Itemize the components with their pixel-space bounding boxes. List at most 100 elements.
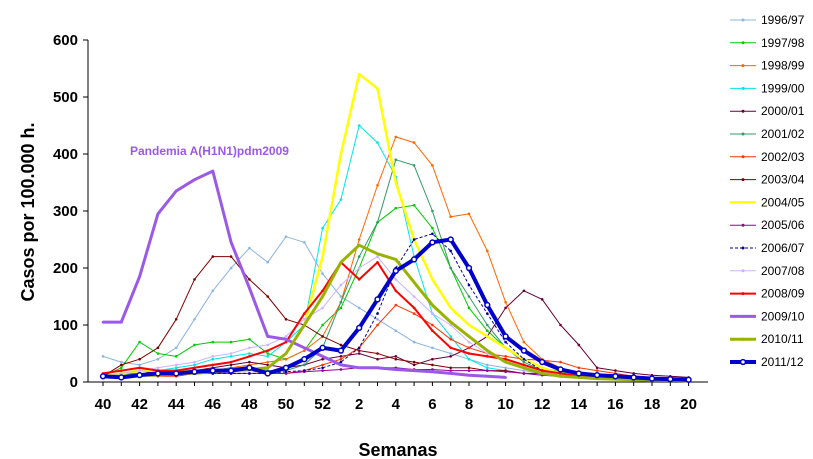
data-point — [431, 323, 434, 327]
data-point — [392, 267, 399, 275]
data-point — [431, 226, 434, 230]
data-point — [449, 249, 453, 253]
data-point — [339, 360, 343, 364]
data-point — [486, 363, 489, 367]
data-point — [486, 329, 489, 333]
data-point — [193, 360, 196, 364]
data-point — [502, 333, 509, 340]
x-tick-label: 4 — [392, 396, 401, 413]
data-point — [266, 335, 270, 338]
data-point — [522, 360, 526, 364]
data-point — [248, 360, 251, 364]
data-point — [248, 278, 251, 281]
data-point — [431, 368, 434, 371]
data-point — [319, 344, 326, 351]
data-point — [540, 366, 544, 370]
data-point — [394, 206, 398, 210]
legend-item-2006-07: 2006/07 — [730, 241, 805, 255]
data-point — [174, 189, 178, 193]
data-point — [339, 300, 343, 304]
x-tick-label: 44 — [168, 396, 185, 413]
legend-marker — [741, 109, 745, 113]
series-2011-12 — [99, 236, 692, 383]
data-point — [174, 363, 178, 367]
data-point — [376, 184, 379, 187]
data-point — [357, 349, 361, 352]
data-point — [431, 357, 434, 361]
data-point — [486, 352, 489, 355]
data-point — [174, 366, 178, 370]
data-point — [376, 87, 379, 90]
data-point — [648, 375, 656, 382]
data-point — [467, 335, 471, 338]
data-point — [486, 375, 489, 378]
data-point — [685, 376, 692, 383]
data-point — [412, 141, 416, 144]
data-point — [486, 249, 489, 253]
data-point — [520, 347, 528, 354]
data-point — [266, 261, 270, 264]
x-tick-label: 14 — [570, 396, 587, 413]
legend-item-2010-11: 2010/11 — [730, 332, 804, 346]
y-tick-label: 300 — [53, 203, 78, 220]
data-point — [321, 289, 324, 293]
data-point — [504, 346, 507, 350]
data-point — [449, 335, 453, 338]
legend: 1996/97 1997/98 1998/99 1999/00 2000/01 2001/… — [730, 13, 805, 369]
data-point — [303, 346, 306, 350]
data-point — [412, 312, 416, 315]
data-point — [156, 352, 160, 355]
data-point — [467, 346, 471, 350]
series-2004-05 — [101, 72, 690, 382]
data-point — [118, 374, 125, 381]
legend-marker — [741, 86, 745, 90]
data-point — [412, 164, 416, 167]
legend-marker — [741, 64, 745, 68]
legend-item-1996-97: 1996/97 — [730, 13, 805, 27]
x-tick-label: 50 — [278, 396, 295, 413]
data-point — [467, 323, 471, 327]
y-tick-label: 500 — [53, 89, 78, 106]
data-point — [264, 370, 271, 377]
data-point — [248, 346, 251, 350]
data-point — [357, 238, 361, 241]
legend-marker — [741, 178, 745, 182]
x-tick-label: 10 — [497, 396, 514, 413]
data-point — [467, 212, 471, 216]
data-point — [522, 369, 526, 372]
data-point — [284, 318, 288, 321]
series-line-2007-08 — [102, 256, 689, 382]
data-point — [303, 323, 306, 327]
data-point — [504, 360, 507, 364]
x-tick-label: 52 — [314, 396, 331, 413]
data-point — [431, 209, 434, 213]
data-point — [486, 355, 489, 358]
data-point — [303, 241, 306, 244]
data-point — [303, 318, 306, 321]
data-point — [540, 369, 544, 372]
data-point — [211, 255, 215, 258]
data-point — [376, 255, 379, 258]
legend-marker — [741, 155, 745, 159]
data-point — [120, 369, 123, 372]
data-point — [431, 164, 434, 167]
data-point — [229, 241, 233, 244]
legend-marker — [739, 358, 747, 366]
data-point — [504, 355, 507, 358]
legend-item-2004-05: 2004/05 — [730, 195, 805, 209]
data-point — [248, 286, 251, 290]
data-point — [321, 272, 324, 276]
legend-item-1997-98: 1997/98 — [730, 36, 805, 50]
data-point — [174, 318, 178, 321]
data-point — [467, 340, 471, 344]
data-point — [173, 370, 180, 377]
data-point — [412, 360, 416, 364]
legend-label: 2002/03 — [761, 150, 805, 164]
data-point — [504, 357, 507, 361]
x-axis-title: Semanas — [358, 440, 437, 459]
data-point — [467, 369, 471, 372]
data-point — [486, 369, 489, 372]
series-2010-11 — [101, 243, 690, 383]
legend-marker — [741, 292, 745, 296]
data-point — [449, 337, 453, 341]
